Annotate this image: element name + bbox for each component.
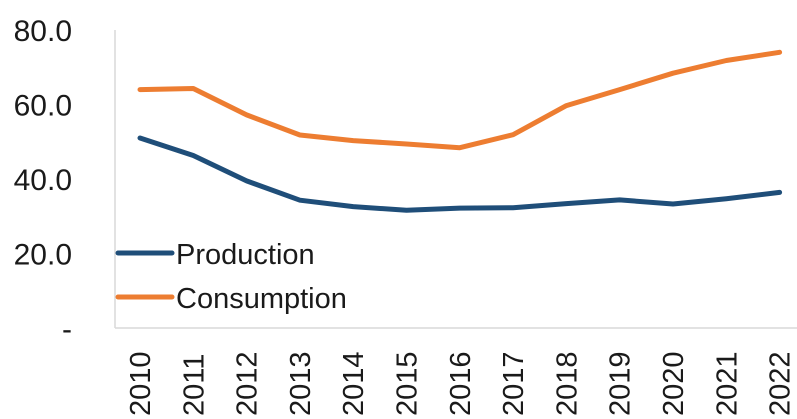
x-tick-label: 2018: [551, 351, 583, 416]
series-line-consumption: [137, 49, 783, 151]
series-lines: [137, 49, 783, 213]
x-tick-label: 2014: [338, 351, 370, 416]
legend-label-consumption: Consumption: [176, 283, 347, 315]
y-tick-label: -: [62, 313, 72, 346]
y-tick-label: 80.0: [14, 15, 72, 48]
legend: Production Consumption: [115, 239, 347, 315]
x-tick-label: 2022: [765, 351, 797, 416]
x-tick-label: 2019: [605, 351, 637, 416]
legend-label-production: Production: [176, 239, 315, 271]
y-tick-label: 40.0: [14, 164, 72, 197]
x-axis-tick-labels: 2010 2011 2012 2013 2014 2015 2016 2017 2018 2019…: [125, 351, 797, 416]
y-tick-label: 20.0: [14, 239, 72, 272]
y-axis-tick-labels: - 20.0 40.0 60.0 80.0: [14, 15, 72, 346]
x-tick-label: 2021: [711, 351, 743, 416]
x-tick-label: 2012: [232, 351, 264, 416]
x-tick-label: 2015: [392, 351, 424, 416]
x-tick-label: 2017: [498, 351, 530, 416]
x-tick-label: 2010: [125, 351, 157, 416]
series-line-production: [137, 135, 783, 213]
x-tick-label: 2020: [658, 351, 690, 416]
y-tick-label: 60.0: [14, 90, 72, 123]
x-tick-label: 2016: [445, 351, 477, 416]
x-tick-label: 2011: [178, 354, 210, 416]
x-tick-label: 2013: [285, 351, 317, 416]
